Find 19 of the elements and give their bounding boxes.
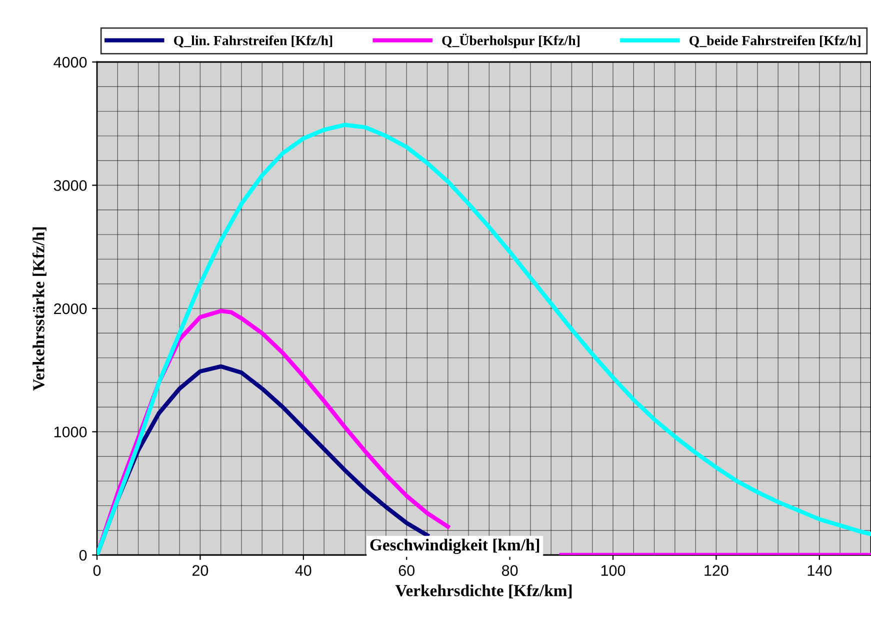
annotation: Geschwindigkeit [km/h]: [370, 538, 540, 554]
legend-label: Q_lin. Fahrstreifen [Kfz/h]: [174, 35, 332, 48]
x-tick-label: 140: [808, 565, 832, 576]
x-tick-label: 120: [704, 565, 728, 576]
legend-label: Q_beide Fahrstreifen [Kfz/h]: [690, 35, 860, 48]
x-tick-label: 60: [398, 565, 414, 576]
y-tick-label: 3000: [54, 180, 87, 191]
x-tick-label: 100: [601, 565, 626, 576]
x-tick-label: 80: [502, 565, 518, 576]
x-tick-label: 0: [93, 565, 101, 576]
legend-label: Q_Überholspur [Kfz/h]: [442, 34, 580, 48]
x-axis-title: Verkehrsdichte [Kfz/km]: [395, 584, 572, 598]
y-tick-label: 2000: [54, 303, 87, 314]
y-tick-label: 0: [79, 550, 87, 561]
y-tick-label: 1000: [54, 426, 87, 438]
x-tick-label: 40: [295, 565, 312, 576]
y-axis-title: Verkehrsstärke [Kfz/h]: [32, 227, 46, 391]
y-tick-label: 4000: [54, 56, 87, 68]
x-tick-label: 20: [192, 565, 208, 576]
